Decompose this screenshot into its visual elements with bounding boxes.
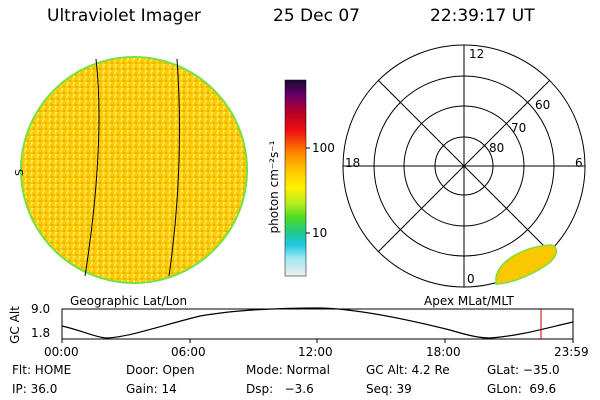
- lat-label-60: 60: [535, 98, 551, 112]
- orbit-xtick-1200: 12:00: [298, 345, 333, 359]
- status-door: Door: Open: [126, 363, 195, 377]
- date-label: 25 Dec 07: [273, 6, 360, 26]
- orbit-xtick-0600: 06:00: [171, 345, 206, 359]
- orbit-xtick-0000: 00:00: [44, 345, 79, 359]
- time-label: 22:39:17 UT: [430, 6, 535, 26]
- altitude-curve: [61, 307, 574, 339]
- mlt-label-18: 18: [345, 156, 361, 170]
- orbit-xtick-1800: 18:00: [426, 345, 461, 359]
- status-glon: GLon: 69.6: [487, 382, 557, 396]
- mlt-label-6: 6: [575, 156, 583, 170]
- orbit-ylabel: GC Alt: [7, 306, 22, 344]
- orbit-ytick-9: 9.0: [31, 302, 51, 316]
- status-gain: Gain: 14: [126, 382, 177, 396]
- apex-caption: Apex MLat/MLT: [424, 294, 514, 308]
- mlt-label-0: 0: [467, 272, 475, 286]
- colorbar-tick-100: 100: [312, 141, 335, 155]
- status-ip: IP: 36.0: [12, 382, 58, 396]
- status-dsp: Dsp: −3.6: [246, 382, 314, 396]
- aurora-patch: [495, 244, 558, 285]
- geographic-caption: Geographic Lat/Lon: [70, 294, 188, 308]
- colorbar-tick-10: 10: [312, 226, 328, 240]
- lat-label-80: 80: [489, 141, 505, 155]
- status-seq: Seq: 39: [366, 382, 412, 396]
- mlt-label-12: 12: [469, 47, 485, 61]
- color-bar-gradient: [284, 79, 307, 277]
- meridian-line-left: [84, 58, 100, 277]
- orbit-xtick-2359: 23:59: [554, 345, 589, 359]
- orbit-ytick-1-8: 1.8: [31, 326, 51, 340]
- disk: [20, 56, 248, 284]
- instrument-title: Ultraviolet Imager: [47, 6, 201, 26]
- status-gc-alt: GC Alt: 4.2 Re: [366, 363, 450, 377]
- status-mode: Mode: Normal: [246, 363, 330, 377]
- lat-label-70: 70: [511, 121, 527, 135]
- status-glat: GLat: −35.0: [487, 363, 560, 377]
- status-flt: Flt: HOME: [12, 363, 72, 377]
- meridian-line-right: [168, 58, 181, 277]
